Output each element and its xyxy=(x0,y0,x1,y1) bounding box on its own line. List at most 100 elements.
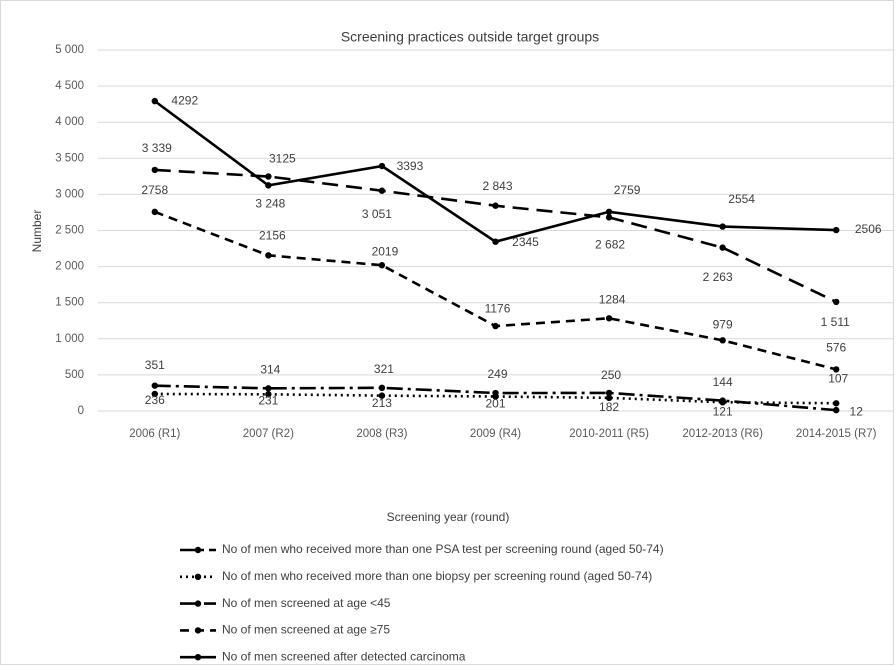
legend-label: No of men screened at age <45 xyxy=(222,596,391,610)
data-label: 2758 xyxy=(141,183,168,197)
data-label: 3125 xyxy=(269,152,296,166)
data-label: 182 xyxy=(599,400,619,414)
point-marker xyxy=(605,315,613,322)
x-tick-label: 2007 (R2) xyxy=(243,428,294,440)
point-marker xyxy=(492,322,499,330)
x-tick-label: 2006 (R1) xyxy=(129,428,180,440)
x-axis-label: Screening year (round) xyxy=(387,510,510,524)
point-marker xyxy=(265,252,272,259)
data-label: 3 248 xyxy=(255,197,285,211)
legend-marker xyxy=(194,546,202,554)
x-tick-label: 2010-2011 (R5) xyxy=(569,428,649,440)
data-label: 107 xyxy=(828,371,848,385)
data-label: 2506 xyxy=(855,222,882,236)
y-tick-label: 500 xyxy=(65,369,84,381)
y-tick-label: 5 000 xyxy=(55,44,84,56)
data-label: 2 682 xyxy=(595,238,625,252)
point-marker xyxy=(265,385,272,392)
data-label: 2759 xyxy=(614,183,641,197)
x-tick-label: 2012-2013 (R6) xyxy=(682,428,763,440)
data-label: 249 xyxy=(487,367,507,381)
y-tick-label: 3 000 xyxy=(55,188,84,200)
legend-label: No of men who received more than one PSA… xyxy=(222,542,664,556)
point-marker xyxy=(265,182,272,189)
data-label: 4292 xyxy=(171,93,198,107)
data-label: 2 843 xyxy=(482,179,512,193)
data-label: 144 xyxy=(713,375,733,389)
point-marker xyxy=(833,400,840,407)
point-marker xyxy=(378,384,386,392)
point-marker xyxy=(605,389,613,397)
y-tick-label: 4 500 xyxy=(55,80,84,92)
y-tick-label: 2 000 xyxy=(55,261,84,273)
legend-marker xyxy=(194,600,202,607)
y-tick-label: 1 000 xyxy=(55,333,84,345)
point-marker xyxy=(378,262,386,269)
data-label: 1 511 xyxy=(821,315,850,329)
data-label: 12 xyxy=(850,404,864,418)
y-tick-label: 4 000 xyxy=(55,116,84,128)
data-label: 2 263 xyxy=(703,270,733,284)
legend-label: No of men screened at age ≥75 xyxy=(222,623,390,637)
data-label: 2554 xyxy=(728,192,755,206)
data-label: 351 xyxy=(145,358,165,372)
data-label: 3 339 xyxy=(142,141,172,155)
point-marker xyxy=(378,187,386,194)
data-label: 213 xyxy=(372,396,392,410)
x-tick-label: 2009 (R4) xyxy=(470,428,521,440)
legend-label: No of men screened after detected carcin… xyxy=(222,649,466,663)
point-marker xyxy=(492,393,499,400)
data-label: 314 xyxy=(260,363,280,377)
data-label: 2019 xyxy=(372,244,399,258)
y-tick-label: 3 500 xyxy=(55,152,84,164)
data-label: 121 xyxy=(713,404,733,418)
y-axis-label: Number xyxy=(30,210,44,253)
legend-marker xyxy=(194,654,202,661)
point-marker xyxy=(833,406,840,414)
point-marker xyxy=(151,166,158,174)
point-marker xyxy=(605,208,613,216)
legend-marker xyxy=(194,627,202,634)
point-marker xyxy=(492,238,499,245)
point-marker xyxy=(492,202,499,209)
point-marker xyxy=(833,298,840,306)
data-label: 2345 xyxy=(512,235,539,249)
point-marker xyxy=(719,223,726,230)
data-label: 1176 xyxy=(485,301,511,315)
y-tick-label: 1 500 xyxy=(55,297,84,309)
point-marker xyxy=(151,382,158,389)
point-marker xyxy=(151,390,158,398)
point-marker xyxy=(833,366,840,373)
legend-label: No of men who received more than one bio… xyxy=(222,569,652,583)
point-marker xyxy=(265,173,272,180)
point-marker xyxy=(605,214,613,221)
legend-marker xyxy=(194,573,202,580)
point-marker xyxy=(719,337,726,344)
point-marker xyxy=(605,394,613,402)
data-label: 1284 xyxy=(599,292,626,306)
x-tick-label: 2014-2015 (R7) xyxy=(796,428,877,440)
point-marker xyxy=(151,208,158,216)
data-label: 236 xyxy=(145,393,165,407)
point-marker xyxy=(833,226,840,234)
point-marker xyxy=(719,399,726,406)
data-label: 201 xyxy=(485,397,505,411)
data-label: 250 xyxy=(601,368,621,382)
data-label: 321 xyxy=(374,362,394,376)
data-label: 3393 xyxy=(397,159,424,173)
x-tick-label: 2008 (R3) xyxy=(356,428,407,440)
data-label: 979 xyxy=(713,317,733,331)
data-label: 576 xyxy=(826,341,846,355)
data-label: 231 xyxy=(258,393,278,407)
point-marker xyxy=(265,391,272,398)
y-tick-label: 2 500 xyxy=(55,225,84,237)
point-marker xyxy=(719,244,726,251)
data-label: 2156 xyxy=(259,229,286,243)
point-marker xyxy=(378,162,386,170)
chart-title: Screening practices outside target group… xyxy=(341,29,599,45)
point-marker xyxy=(378,392,386,399)
point-marker xyxy=(151,97,158,105)
